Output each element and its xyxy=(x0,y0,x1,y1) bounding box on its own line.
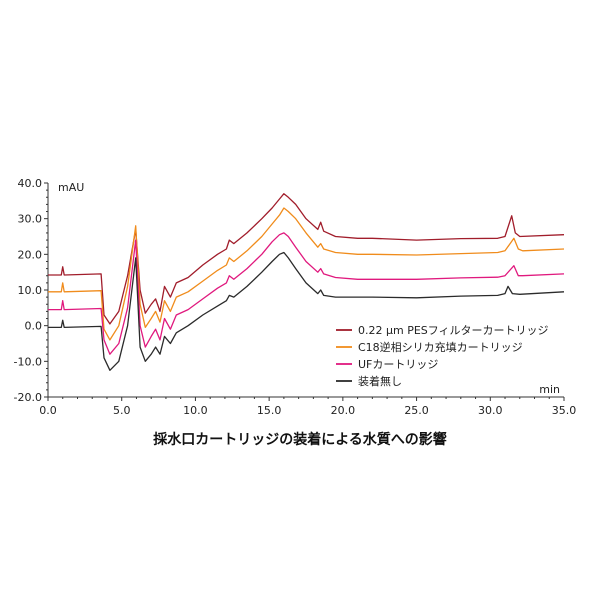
x-tick-label: 25.0 xyxy=(404,404,429,417)
legend: 0.22 μm PESフィルターカートリッジ C18逆相シリカ充填カートリッジ UF… xyxy=(336,324,549,388)
x-tick-label: 15.0 xyxy=(257,404,282,417)
axes: 40.030.020.010.00.0-10.0-20.00.0 5.0 10.0 1… xyxy=(14,177,577,417)
y-tick-label: 40.0 xyxy=(18,177,43,190)
x-tick-label: 30.0 xyxy=(478,404,503,417)
x-tick-label: 0.0 xyxy=(39,404,57,417)
x-tick-label: 5.0 xyxy=(113,404,131,417)
series-line-4 xyxy=(48,251,565,371)
x-tick-label: 35.0 xyxy=(552,404,577,417)
y-tick-label: 20.0 xyxy=(18,248,43,261)
x-tick-label: 10.0 xyxy=(183,404,208,417)
x-tick-label: 20.0 xyxy=(331,404,356,417)
y-tick-label: 10.0 xyxy=(18,284,43,297)
chart-caption: 採水口カートリッジの装着による水質への影響 xyxy=(153,431,447,448)
legend-label-1: 0.22 μm PESフィルターカートリッジ xyxy=(358,324,549,337)
x-axis-unit-label: min xyxy=(539,383,560,396)
y-axis-unit-label: mAU xyxy=(58,181,84,194)
legend-label-2: C18逆相シリカ充填カートリッジ xyxy=(358,340,523,354)
legend-label-3: UFカートリッジ xyxy=(358,358,438,371)
series-lines xyxy=(48,193,565,371)
y-tick-label: -20.0 xyxy=(14,391,42,404)
y-tick-label: -10.0 xyxy=(14,355,42,368)
series-line-3 xyxy=(48,232,565,355)
series-line-1 xyxy=(48,193,565,325)
legend-label-4: 装着無し xyxy=(358,374,402,388)
y-tick-label: 0.0 xyxy=(25,320,43,333)
y-tick-label: 30.0 xyxy=(18,213,43,226)
series-line-2 xyxy=(48,207,565,341)
